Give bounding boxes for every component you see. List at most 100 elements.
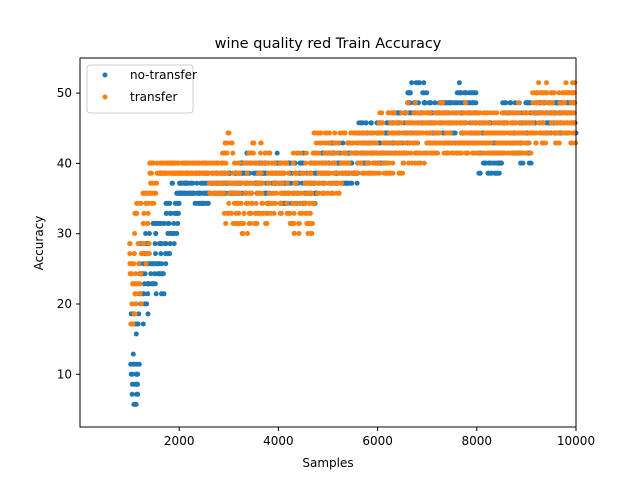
- point-no-transfer: [359, 120, 365, 126]
- point-transfer: [244, 170, 250, 176]
- point-transfer: [240, 231, 246, 236]
- point-transfer: [311, 180, 317, 186]
- point-transfer: [230, 150, 236, 156]
- point-no-transfer: [354, 180, 360, 186]
- point-transfer: [499, 140, 505, 146]
- point-transfer: [425, 120, 430, 126]
- point-no-transfer: [427, 100, 433, 106]
- point-no-transfer: [153, 231, 159, 236]
- point-transfer: [414, 120, 420, 126]
- point-transfer: [136, 261, 142, 267]
- point-transfer: [341, 170, 347, 176]
- point-transfer: [437, 120, 442, 126]
- point-transfer: [464, 140, 470, 146]
- point-transfer: [370, 170, 376, 176]
- point-transfer: [491, 120, 497, 126]
- x-tick-label: 10000: [557, 434, 595, 448]
- point-transfer: [232, 190, 238, 196]
- point-no-transfer: [134, 381, 139, 387]
- point-transfer: [365, 140, 371, 146]
- y-tick-label: 50: [57, 86, 72, 100]
- point-transfer: [341, 160, 347, 166]
- point-no-transfer: [463, 90, 468, 96]
- point-transfer: [372, 140, 378, 146]
- point-transfer: [504, 120, 510, 126]
- point-no-transfer: [192, 200, 198, 206]
- point-transfer: [539, 140, 545, 146]
- point-no-transfer: [153, 221, 159, 226]
- point-transfer: [319, 160, 325, 166]
- point-transfer: [304, 150, 309, 156]
- point-transfer: [443, 150, 449, 156]
- point-transfer: [354, 170, 360, 176]
- point-transfer: [363, 150, 369, 156]
- point-transfer: [210, 180, 216, 186]
- y-tick-label: 40: [57, 156, 72, 170]
- point-transfer: [271, 180, 277, 186]
- point-transfer: [453, 120, 459, 126]
- point-transfer: [405, 130, 411, 136]
- point-transfer: [266, 180, 272, 186]
- point-transfer: [201, 170, 207, 176]
- point-transfer: [501, 150, 507, 156]
- point-transfer: [223, 221, 229, 226]
- point-transfer: [493, 130, 499, 136]
- point-transfer: [307, 210, 313, 216]
- point-transfer: [548, 120, 554, 126]
- point-no-transfer: [502, 100, 508, 106]
- point-transfer: [258, 150, 263, 156]
- point-transfer: [409, 120, 414, 126]
- point-transfer: [274, 180, 280, 186]
- point-transfer: [411, 130, 417, 136]
- point-no-transfer: [159, 261, 165, 267]
- point-transfer: [266, 190, 272, 196]
- point-transfer: [167, 160, 173, 166]
- point-transfer: [450, 150, 456, 156]
- point-transfer: [377, 110, 383, 116]
- point-transfer: [292, 180, 298, 186]
- point-no-transfer: [154, 261, 160, 267]
- point-transfer: [346, 170, 352, 176]
- point-transfer: [336, 190, 342, 196]
- point-transfer: [390, 160, 396, 166]
- point-transfer: [225, 180, 231, 186]
- point-transfer: [402, 140, 408, 146]
- point-transfer: [141, 241, 147, 247]
- y-axis-ticks: 10 20 30 40 50: [57, 86, 80, 381]
- point-transfer: [369, 150, 375, 156]
- point-no-transfer: [199, 200, 205, 206]
- point-transfer: [525, 110, 530, 116]
- point-transfer: [504, 140, 510, 146]
- point-transfer: [190, 170, 196, 176]
- point-transfer: [440, 120, 446, 126]
- point-transfer: [478, 140, 484, 146]
- point-transfer: [528, 150, 534, 156]
- point-transfer: [258, 170, 264, 176]
- point-transfer: [246, 210, 252, 216]
- point-transfer: [284, 200, 290, 206]
- point-transfer: [437, 110, 443, 116]
- point-transfer: [544, 80, 549, 86]
- x-tick-label: 2000: [164, 434, 195, 448]
- point-transfer: [386, 160, 392, 166]
- point-transfer: [325, 190, 331, 196]
- point-transfer: [384, 140, 389, 146]
- point-no-transfer: [528, 160, 534, 166]
- point-transfer: [350, 140, 356, 146]
- point-transfer: [551, 130, 557, 136]
- point-transfer: [338, 180, 344, 186]
- point-transfer: [405, 100, 411, 106]
- point-transfer: [456, 110, 462, 116]
- point-transfer: [221, 170, 227, 176]
- point-transfer: [361, 130, 367, 136]
- point-transfer: [468, 120, 474, 126]
- point-transfer: [405, 150, 411, 156]
- point-no-transfer: [166, 251, 172, 257]
- point-transfer: [399, 150, 405, 156]
- point-transfer: [241, 210, 247, 216]
- point-transfer: [455, 150, 461, 156]
- point-transfer: [221, 210, 227, 216]
- point-transfer: [530, 130, 536, 136]
- point-transfer: [557, 100, 563, 106]
- point-transfer: [568, 140, 574, 146]
